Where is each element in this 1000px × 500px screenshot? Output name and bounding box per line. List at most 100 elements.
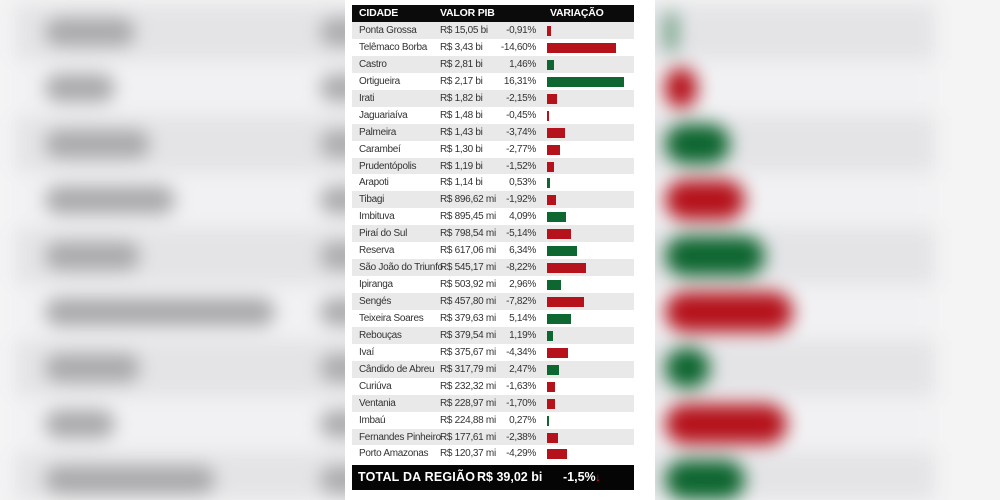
variation-value: -2,77% xyxy=(506,143,536,155)
city-name: Jaguariaíva xyxy=(359,109,408,121)
variation-value: -8,22% xyxy=(506,262,536,274)
variation-value: -0,91% xyxy=(506,25,536,36)
city-name: Teixeira Soares xyxy=(359,312,424,324)
negative-variation-bar xyxy=(547,144,561,155)
pib-value: R$ 1,30 bi xyxy=(440,143,483,155)
table-row: Imbaú R$ 224,88 mi 0,27% xyxy=(352,412,634,429)
pib-value: R$ 1,19 bi xyxy=(440,160,483,172)
variation-value: -1,52% xyxy=(506,160,536,172)
positive-variation-bar xyxy=(547,76,625,87)
negative-variation-bar xyxy=(547,42,617,53)
positive-variation-bar xyxy=(547,59,554,70)
pib-value: R$ 2,17 bi xyxy=(440,75,483,87)
table-row: Carambeí R$ 1,30 bi -2,77% xyxy=(352,141,634,158)
city-name: Ivaí xyxy=(359,346,374,358)
city-name: Rebouças xyxy=(359,329,402,341)
table-row: Imbituva R$ 895,45 mi 4,09% xyxy=(352,208,634,225)
negative-variation-bar xyxy=(547,127,565,138)
variation-value: 0,53% xyxy=(509,177,536,189)
down-arrow-icon: ↓ xyxy=(595,470,601,484)
pib-value: R$ 1,48 bi xyxy=(440,109,483,121)
variation-value: -2,15% xyxy=(506,92,536,104)
pib-value: R$ 177,61 mi xyxy=(440,431,496,443)
city-name: Tibagi xyxy=(359,194,385,206)
table-body: Ponta Grossa R$ 15,05 bi -0,91% Telêmaco Bo… xyxy=(352,22,634,462)
pib-value: R$ 1,82 bi xyxy=(440,92,483,104)
variation-value: -1,63% xyxy=(506,380,536,392)
variation-value: 2,96% xyxy=(509,279,536,291)
table-row: Arapoti R$ 1,14 bi 0,53% xyxy=(352,174,634,191)
table-row: Curiúva R$ 232,32 mi -1,63% xyxy=(352,378,634,395)
infographic-panel: CIDADE VALOR PIB VARIAÇÃO Ponta Grossa R$… xyxy=(345,0,655,500)
pib-value: R$ 375,67 mi xyxy=(440,346,496,358)
variation-value: 6,34% xyxy=(509,245,536,257)
table-row: Jaguariaíva R$ 1,48 bi -0,45% xyxy=(352,107,634,124)
pib-value: R$ 1,43 bi xyxy=(440,126,483,138)
pib-value: R$ 503,92 mi xyxy=(440,279,496,291)
pib-value: R$ 224,88 mi xyxy=(440,414,496,426)
variation-value: -14,60% xyxy=(500,41,536,53)
variation-value: -4,34% xyxy=(506,346,536,358)
variation-value: 4,09% xyxy=(509,211,536,223)
positive-variation-bar xyxy=(547,330,553,341)
header-city: CIDADE xyxy=(359,7,399,19)
pib-value: R$ 15,05 bi xyxy=(440,25,488,36)
variation-value: -7,82% xyxy=(506,296,536,307)
pib-value: R$ 379,63 mi xyxy=(440,312,496,324)
positive-variation-bar xyxy=(547,178,550,189)
variation-value: 5,14% xyxy=(509,312,536,324)
table-row: São João do Triunfo R$ 545,17 mi -8,22% xyxy=(352,259,634,277)
pib-value: R$ 457,80 mi xyxy=(440,296,496,307)
header-variation: VARIAÇÃO xyxy=(550,7,604,19)
city-name: Cândido de Abreu xyxy=(359,363,435,375)
variation-value: 16,31% xyxy=(503,75,536,87)
table-row: Porto Amazonas R$ 120,37 mi -4,29% xyxy=(352,445,634,462)
city-name: Fernandes Pinheiro xyxy=(359,431,441,443)
total-label: TOTAL DA REGIÃO xyxy=(358,470,476,484)
pib-value: R$ 2,81 bi xyxy=(440,58,483,70)
city-name: Ortigueira xyxy=(359,75,400,87)
table-row: Tibagi R$ 896,62 mi -1,92% xyxy=(352,191,634,209)
city-name: Sengés xyxy=(359,296,392,307)
table-row: Ventania R$ 228,97 mi -1,70% xyxy=(352,394,634,412)
positive-variation-bar xyxy=(547,364,559,375)
table-row: Reserva R$ 617,06 mi 6,34% xyxy=(352,242,634,259)
table-row: Irati R$ 1,82 bi -2,15% xyxy=(352,89,634,107)
negative-variation-bar xyxy=(547,449,568,460)
city-name: Telêmaco Borba xyxy=(359,41,428,53)
table-row: Cândido de Abreu R$ 317,79 mi 2,47% xyxy=(352,360,634,378)
positive-variation-bar xyxy=(547,212,567,223)
city-name: São João do Triunfo xyxy=(359,262,443,274)
total-variation: -1,5% xyxy=(563,470,596,484)
city-name: Prudentópolis xyxy=(359,160,417,172)
city-name: Palmeira xyxy=(359,126,397,138)
variation-value: -0,45% xyxy=(506,109,536,121)
table-row: Fernandes Pinheiro R$ 177,61 mi -2,38% xyxy=(352,428,634,446)
city-name: Ventania xyxy=(359,397,396,409)
total-row: TOTAL DA REGIÃO R$ 39,02 bi -1,5% ↓ xyxy=(352,465,634,490)
table-row: Rebouças R$ 379,54 mi 1,19% xyxy=(352,326,634,344)
positive-variation-bar xyxy=(547,313,572,324)
table-row: Telêmaco Borba R$ 3,43 bi -14,60% xyxy=(352,39,634,56)
variation-value: -4,29% xyxy=(506,448,536,460)
header-pib: VALOR PIB xyxy=(440,7,495,19)
negative-variation-bar xyxy=(547,347,568,358)
variation-value: 0,27% xyxy=(509,414,536,426)
pib-value: R$ 896,62 mi xyxy=(440,194,496,206)
pib-value: R$ 3,43 bi xyxy=(440,41,483,53)
variation-value: -2,38% xyxy=(506,431,536,443)
table-row: Palmeira R$ 1,43 bi -3,74% xyxy=(352,123,634,141)
pib-value: R$ 798,54 mi xyxy=(440,228,496,240)
variation-value: -1,92% xyxy=(506,194,536,206)
negative-variation-bar xyxy=(547,381,555,392)
variation-value: -5,14% xyxy=(506,228,536,240)
positive-variation-bar xyxy=(547,415,549,426)
pib-value: R$ 617,06 mi xyxy=(440,245,496,257)
table-row: Ortigueira R$ 2,17 bi 16,31% xyxy=(352,73,634,90)
table-row: Castro R$ 2,81 bi 1,46% xyxy=(352,55,634,73)
table-row: Ivaí R$ 375,67 mi -4,34% xyxy=(352,344,634,361)
negative-variation-bar xyxy=(547,297,585,307)
negative-variation-bar xyxy=(547,161,555,172)
positive-variation-bar xyxy=(547,280,562,291)
pib-value: R$ 120,37 mi xyxy=(440,448,496,460)
